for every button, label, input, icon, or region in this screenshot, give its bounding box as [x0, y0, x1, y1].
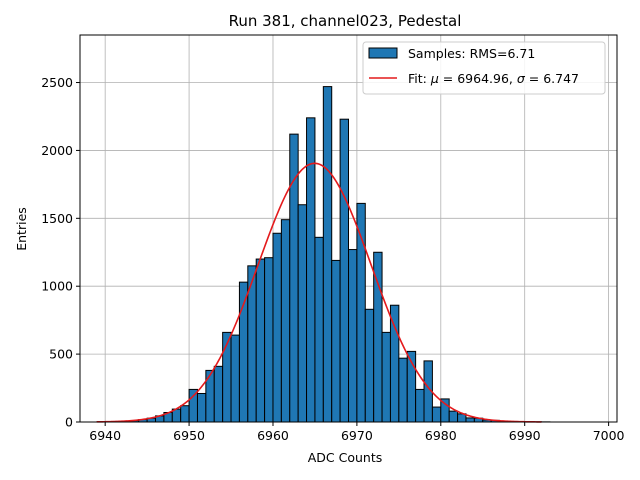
histogram-bar — [348, 249, 358, 423]
histogram-bar — [188, 388, 198, 423]
y-tick-label: 2500 — [41, 75, 73, 90]
legend-fit-mu-symbol: μ — [430, 71, 439, 86]
x-tick-label: 6980 — [425, 428, 457, 443]
histogram-bar — [280, 219, 291, 423]
y-tick-label: 0 — [65, 415, 73, 430]
histogram-bars — [96, 86, 551, 423]
histogram-bar — [180, 405, 190, 423]
x-axis-title: ADC Counts — [308, 450, 383, 465]
x-axis-ticks: 6940 6950 6960 6970 6980 6990 7000 — [89, 422, 625, 443]
histogram-bar — [289, 133, 299, 423]
histogram-bar — [213, 365, 224, 423]
legend: Samples: RMS=6.71 Fit: μ = 6964.96, σ = … — [362, 41, 606, 95]
legend-samples-patch — [368, 47, 398, 59]
y-tick-label: 1500 — [41, 211, 73, 226]
histogram-bar — [196, 392, 207, 423]
legend-fit-label: Fit: μ = 6964.96, σ = 6.747 — [408, 71, 579, 86]
histogram-bar — [381, 331, 391, 423]
histogram-bar — [272, 232, 282, 423]
legend-samples-label: Samples: RMS=6.71 — [408, 46, 535, 61]
histogram-bar — [364, 308, 375, 423]
y-axis-title: Entries — [14, 207, 29, 251]
fit-curve — [96, 162, 542, 423]
histogram-bar — [389, 304, 400, 423]
histogram-bar — [297, 204, 308, 423]
legend-fit-prefix: Fit: — [408, 71, 431, 86]
plot-frame — [79, 34, 618, 423]
x-tick-label: 6970 — [341, 428, 373, 443]
legend-box — [362, 41, 606, 95]
histogram-bar — [230, 334, 240, 423]
histogram-bar — [431, 406, 442, 423]
y-tick-label: 1000 — [41, 279, 73, 294]
histogram-bar — [398, 357, 408, 423]
histogram-bar — [255, 258, 266, 423]
histogram-bar — [465, 417, 475, 423]
histogram-bar — [264, 257, 274, 423]
y-tick-label: 500 — [49, 347, 73, 362]
histogram-bar — [322, 86, 333, 423]
x-tick-label: 6940 — [89, 428, 121, 443]
y-axis-ticks: 0 500 1000 1500 2000 2500 — [41, 75, 80, 430]
histogram-bar — [339, 118, 349, 423]
y-tick-label: 2000 — [41, 143, 73, 158]
x-tick-label: 6990 — [509, 428, 541, 443]
chart-title: Run 381, channel023, Pedestal — [229, 12, 462, 30]
legend-fit-sigma-symbol: σ — [517, 71, 526, 86]
histogram-bar — [314, 236, 324, 423]
legend-fit-mu-value: = 6964.96, — [439, 71, 517, 86]
x-tick-label: 6960 — [257, 428, 289, 443]
histogram-bar — [448, 410, 459, 423]
x-tick-label: 6950 — [173, 428, 205, 443]
histogram-bar — [331, 259, 341, 423]
legend-fit-sigma-value: = 6.747 — [525, 71, 579, 86]
x-tick-label: 7000 — [593, 428, 625, 443]
histogram-bar — [415, 388, 425, 423]
